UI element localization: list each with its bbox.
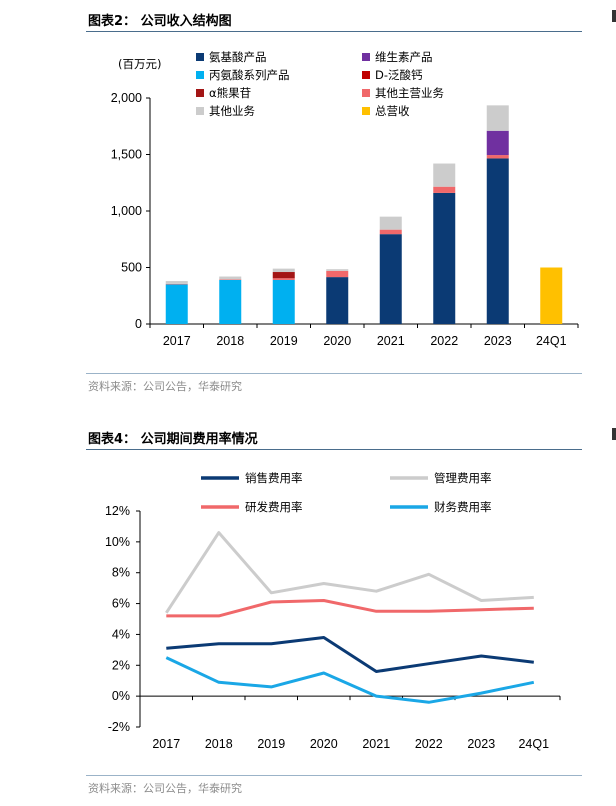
y-tick-label: 1,500	[111, 148, 142, 162]
bar-segment	[219, 279, 242, 280]
bar-segment	[326, 269, 349, 271]
bar-segment	[272, 278, 295, 280]
legend-label: 管理费用率	[434, 471, 492, 485]
y-tick-label: 0%	[112, 689, 130, 703]
x-tick-label: 2019	[257, 737, 285, 751]
chart1-title-rule	[86, 31, 582, 32]
legend-swatch	[196, 71, 204, 79]
legend-label: D-泛酸钙	[375, 68, 423, 82]
legend-label: α熊果苷	[209, 86, 251, 100]
bar-segment	[219, 276, 242, 280]
bar-segment	[486, 105, 509, 131]
x-tick-label: 2023	[467, 737, 495, 751]
legend-swatch	[196, 107, 204, 115]
bar-segment	[165, 283, 188, 285]
chart2-source: 资料来源：公司公告，华泰研究	[88, 782, 242, 795]
legend-swatch	[196, 53, 204, 61]
y-tick-label: 1,000	[111, 204, 142, 218]
legend-label: 维生素产品	[375, 50, 433, 64]
y-tick-label: 0	[135, 317, 142, 331]
bar-segment	[272, 279, 295, 324]
bar-segment	[486, 158, 509, 324]
x-tick-label: 2017	[152, 737, 180, 751]
bar-segment	[540, 267, 563, 324]
legend-swatch	[362, 53, 370, 61]
x-tick-label: 2021	[362, 737, 390, 751]
legend-label: 丙氨酸系列产品	[209, 68, 290, 82]
legend-label: 总营收	[375, 104, 410, 118]
series-line	[165, 656, 535, 704]
x-tick-label: 2021	[377, 334, 405, 348]
series-line	[166, 636, 534, 673]
edge-mark-bottom	[612, 428, 616, 440]
y-unit-label: (百万元)	[118, 57, 161, 71]
bar-segment	[219, 279, 242, 324]
x-tick-label: 2018	[216, 334, 244, 348]
chart2-title: 图表4： 公司期间费用率情况	[88, 432, 258, 447]
legend-label: 销售费用率	[245, 471, 303, 485]
bar-segment	[165, 281, 188, 284]
bar-segment	[326, 270, 349, 278]
x-tick-label: 2018	[205, 737, 233, 751]
bar-segment	[326, 277, 349, 324]
legend-label: 氨基酸产品	[209, 50, 267, 64]
x-tick-label: 2020	[310, 737, 338, 751]
x-tick-label: 24Q1	[536, 334, 567, 348]
y-tick-label: -2%	[108, 720, 130, 734]
y-tick-label: 2,000	[111, 91, 142, 105]
bar-segment	[486, 130, 509, 156]
chart2-title-rule	[86, 449, 582, 450]
chart2-source-rule	[86, 775, 582, 776]
bar-segment	[379, 229, 402, 235]
legend-swatch	[362, 71, 370, 79]
legend-swatch	[362, 89, 370, 97]
legend-swatch	[362, 107, 370, 115]
bar-segment	[433, 163, 456, 187]
revenue-structure-chart: (百万元) 0 500 1,000 1,500 2,000 2017 2018 2019 2020…	[111, 50, 579, 348]
x-tick-label: 2023	[484, 334, 512, 348]
y-tick-label: 4%	[112, 627, 130, 641]
y-tick-label: 12%	[105, 504, 130, 518]
bar-segment	[379, 234, 402, 324]
y-tick-label: 6%	[112, 597, 130, 611]
y-tick-label: 8%	[112, 566, 130, 580]
edge-mark-top	[612, 10, 616, 22]
bar-segment	[486, 155, 509, 159]
legend-label: 其他主营业务	[375, 86, 444, 100]
series-line	[165, 531, 534, 614]
x-tick-label: 2017	[163, 334, 191, 348]
y-tick-label: 10%	[105, 535, 130, 549]
bar-segment	[433, 192, 456, 324]
y-tick-label: 500	[121, 261, 142, 275]
chart1-title: 图表2： 公司收入结构图	[88, 14, 232, 29]
chart1-source-rule	[86, 373, 582, 374]
series-line	[166, 599, 534, 618]
x-tick-label: 2019	[270, 334, 298, 348]
bar-segment	[272, 268, 295, 273]
x-tick-label: 24Q1	[518, 737, 549, 751]
y-tick-label: 2%	[112, 658, 130, 672]
expense-ratio-chart: -2% 0% 2% 4% 6% 8% 10% 12% 2017 2018 2019 2020 2021 2…	[105, 471, 561, 751]
legend-label: 其他业务	[209, 104, 255, 118]
bar-segment	[272, 272, 295, 279]
x-tick-label: 2020	[323, 334, 351, 348]
bar-segment	[379, 216, 402, 230]
legend-label: 研发费用率	[245, 500, 303, 514]
legend-label: 财务费用率	[434, 500, 492, 514]
bar-segment	[165, 284, 188, 324]
bar-segment	[433, 186, 456, 193]
x-tick-label: 2022	[430, 334, 458, 348]
legend-swatch	[196, 89, 204, 97]
chart1-source: 资料来源：公司公告，华泰研究	[88, 380, 242, 393]
x-tick-label: 2022	[415, 737, 443, 751]
